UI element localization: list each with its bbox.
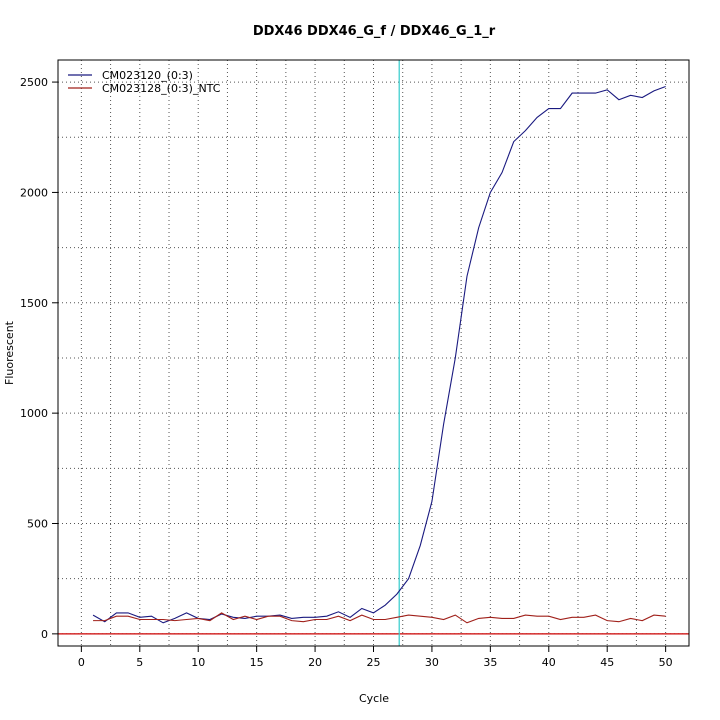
grid [58,60,689,646]
chart-title: DDX46 DDX46_G_f / DDX46_G_1_r [253,24,496,39]
plot-lines [58,60,689,646]
y-tick-label: 1500 [20,297,48,310]
y-tick-label: 500 [27,518,48,531]
x-tick-label: 10 [191,656,205,669]
x-tick-label: 35 [483,656,497,669]
series-line-1 [92,85,666,624]
x-tick-label: 5 [136,656,143,669]
x-tick-label: 0 [78,656,85,669]
legend: CM023120_(0:3)CM023128_(0:3)_NTC [68,69,221,95]
y-axis-title: Fluorescent [3,320,16,385]
y-tick-label: 2500 [20,76,48,89]
plot-frame [57,59,690,647]
y-tick-label: 1000 [20,407,48,420]
legend-label-1: CM023120_(0:3) [102,69,193,82]
series-line-2 [93,612,666,624]
legend-label-2: CM023128_(0:3)_NTC [102,82,221,95]
y-axis: 0 500 1000 1500 2000 2500 [20,76,58,641]
y-tick-label: 0 [41,628,48,641]
x-tick-label: 15 [250,656,264,669]
y-tick-label: 2000 [20,186,48,199]
x-axis-title: Cycle [359,692,389,705]
x-tick-label: 50 [659,656,673,669]
x-tick-label: 30 [425,656,439,669]
x-tick-label: 40 [542,656,556,669]
x-tick-label: 45 [600,656,614,669]
x-axis: 0 5 10 15 20 25 30 35 40 45 50 [78,646,673,669]
x-tick-label: 20 [308,656,322,669]
x-tick-label: 25 [367,656,381,669]
